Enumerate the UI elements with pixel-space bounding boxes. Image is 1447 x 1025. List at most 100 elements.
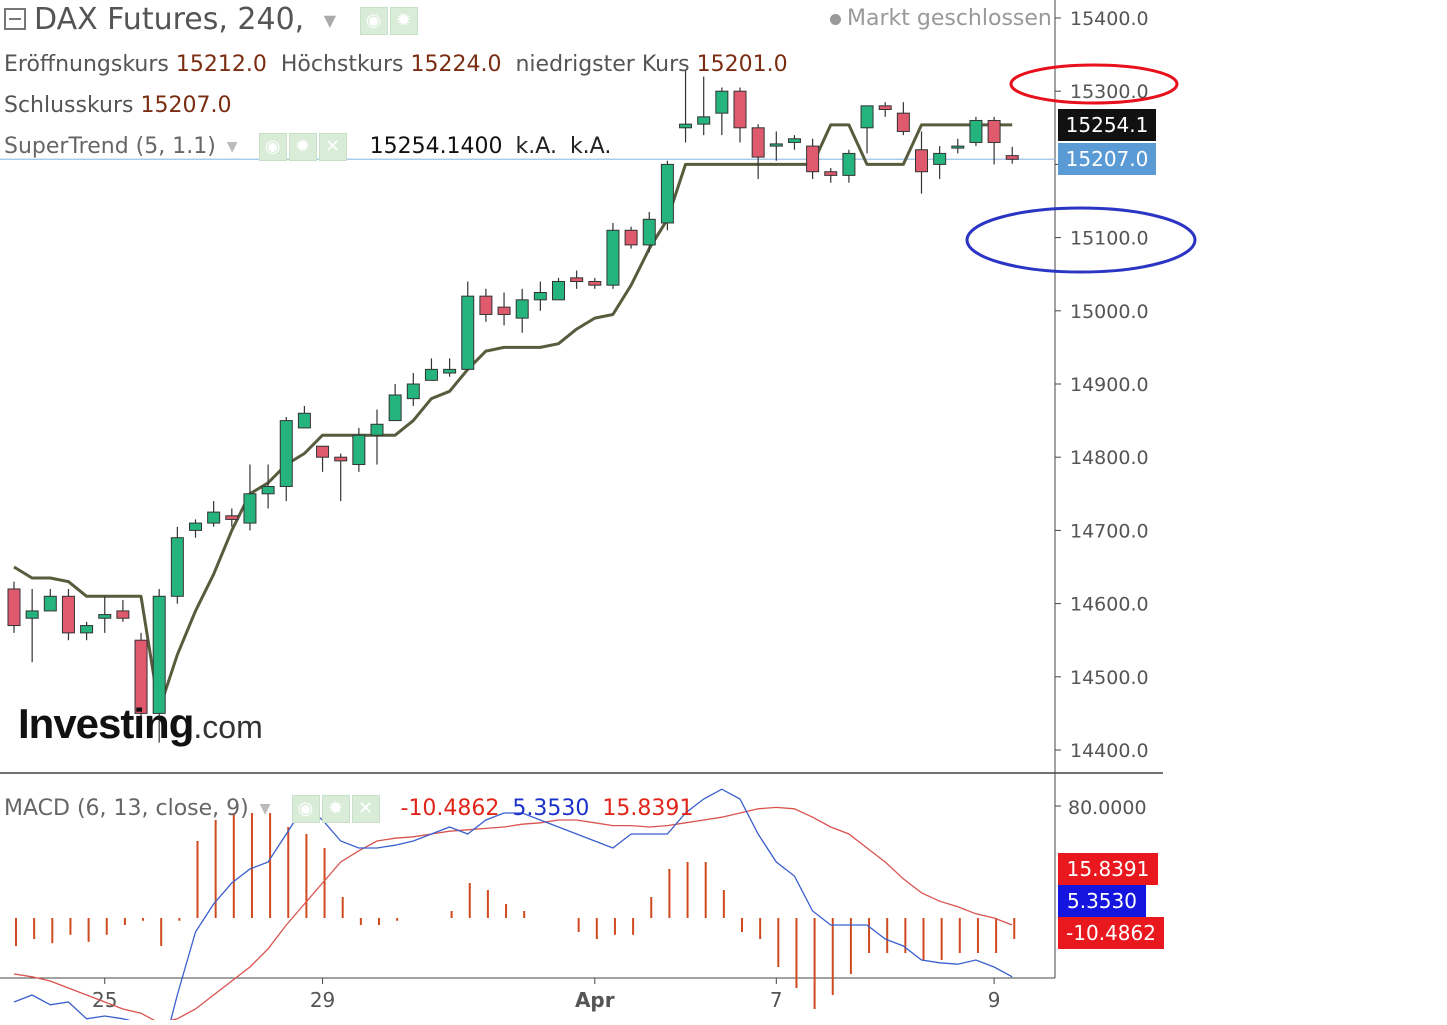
candle-up xyxy=(43,595,57,612)
candle-up xyxy=(533,292,547,301)
candle-down xyxy=(896,112,910,132)
candle-up xyxy=(933,152,947,165)
gear-icon[interactable]: ✹ xyxy=(321,795,350,823)
supertrend-na2: k.A. xyxy=(569,134,612,159)
macd-label[interactable]: MACD (6, 13, close, 9) xyxy=(4,796,249,821)
eye-icon[interactable]: ◉ xyxy=(359,6,388,35)
low-value: 15201.0 xyxy=(696,52,788,77)
candle-down xyxy=(751,127,765,158)
x-tick-label: 25 xyxy=(92,988,117,1012)
candle-up xyxy=(679,123,693,129)
candles-group xyxy=(7,69,1019,743)
symbol-row: DAX Futures, 240, ▼ ◉ ✹ xyxy=(4,2,420,37)
macd-y-tick-label: 80.0000 xyxy=(1068,797,1147,819)
candle-up xyxy=(98,614,112,619)
candle-down xyxy=(588,281,602,286)
candle-down xyxy=(225,515,239,520)
candle-up xyxy=(424,368,438,381)
candle-up xyxy=(787,138,801,143)
y-tick-label: 14800.0 xyxy=(1070,447,1149,469)
candle-up xyxy=(660,163,674,224)
candle-up xyxy=(352,434,366,466)
open-label: Eröffnungskurs xyxy=(4,52,169,77)
close-icon[interactable]: ✕ xyxy=(351,795,380,823)
candle-up xyxy=(951,145,965,149)
supertrend-line xyxy=(13,123,1013,712)
x-tick-label: 9 xyxy=(988,988,1001,1012)
supertrend-label[interactable]: SuperTrend (5, 1.1) xyxy=(4,134,216,159)
macd-header: MACD (6, 13, close, 9) ▼ ◉ ✹ ✕ -10.4862 5.… xyxy=(4,795,693,823)
blue-ellipse-annotation xyxy=(965,206,1197,274)
macd-signal-tag: 15.8391 xyxy=(1058,853,1158,885)
candle-up xyxy=(406,383,420,400)
close-label: Schlusskurs xyxy=(4,93,134,118)
close-icon[interactable]: ✕ xyxy=(318,133,347,161)
macd-hist-value: -10.4862 xyxy=(400,796,500,821)
candle-up xyxy=(969,119,983,143)
high-label: Höchstkurs xyxy=(280,52,404,77)
candle-down xyxy=(134,639,148,714)
candle-up xyxy=(860,105,874,129)
red-ellipse-annotation xyxy=(1009,63,1179,105)
high-value: 15224.0 xyxy=(410,52,502,77)
x-tick-label: Apr xyxy=(575,988,615,1012)
candle-down xyxy=(570,277,584,283)
y-tick-label: 14500.0 xyxy=(1070,667,1149,689)
y-tick-label: 15000.0 xyxy=(1070,301,1149,323)
chevron-down-icon[interactable]: ▼ xyxy=(259,801,271,817)
y-tick-label: 14900.0 xyxy=(1070,374,1149,396)
chart-title: DAX Futures, 240, xyxy=(34,2,305,37)
market-status: Markt geschlossen xyxy=(830,6,1052,31)
candle-down xyxy=(987,119,1001,143)
candle-up xyxy=(170,537,184,597)
x-tick-label: 29 xyxy=(310,988,335,1012)
candle-down xyxy=(878,105,892,110)
candle-up xyxy=(552,281,565,301)
candle-down xyxy=(497,306,511,315)
macd-histogram xyxy=(15,813,1016,1009)
candle-down xyxy=(116,610,130,619)
gear-icon[interactable]: ✹ xyxy=(389,6,418,35)
candle-down xyxy=(316,445,330,458)
macd-signal-value: 15.8391 xyxy=(602,796,694,821)
eye-icon[interactable]: ◉ xyxy=(291,795,320,823)
y-tick-label: 15100.0 xyxy=(1070,228,1149,250)
candle-up xyxy=(515,299,529,319)
candle-up xyxy=(769,143,783,147)
candle-up xyxy=(443,368,457,374)
candle-up xyxy=(189,522,202,531)
close-value: 15207.0 xyxy=(140,93,232,118)
open-value: 15212.0 xyxy=(175,52,267,77)
y-tick-label: 15300.0 xyxy=(1070,81,1149,103)
candle-up xyxy=(80,625,94,634)
candle-up xyxy=(388,394,402,422)
candle-up xyxy=(715,90,729,114)
candle-up xyxy=(461,295,475,370)
candle-down xyxy=(1005,155,1019,160)
x-tick-label: 7 xyxy=(770,988,783,1012)
chevron-down-icon[interactable]: ▼ xyxy=(323,11,337,30)
macd-line xyxy=(13,788,1013,1025)
gear-icon[interactable]: ✹ xyxy=(288,133,317,161)
candle-up xyxy=(243,493,257,524)
chevron-down-icon[interactable]: ▼ xyxy=(226,139,238,155)
low-label: niedrigster Kurs xyxy=(515,52,690,77)
y-tick-label: 14400.0 xyxy=(1070,740,1149,762)
ohlc-row: Eröffnungskurs 15212.0 Höchstkurs 15224.… xyxy=(4,52,788,77)
eye-icon[interactable]: ◉ xyxy=(258,133,287,161)
supertrend-price-tag: 15254.1 xyxy=(1058,109,1156,141)
candle-down xyxy=(624,229,638,246)
candle-down xyxy=(334,456,348,462)
candle-down xyxy=(806,145,820,173)
candle-up xyxy=(697,116,711,125)
candle-down xyxy=(479,295,493,315)
candle-down xyxy=(824,171,838,176)
candle-up xyxy=(279,420,293,487)
y-tick-label: 15400.0 xyxy=(1070,8,1149,30)
macd-value-tag: 5.3530 xyxy=(1058,885,1146,917)
candle-up xyxy=(606,229,620,286)
collapse-icon[interactable] xyxy=(4,8,26,30)
y-tick-label: 14600.0 xyxy=(1070,594,1149,616)
